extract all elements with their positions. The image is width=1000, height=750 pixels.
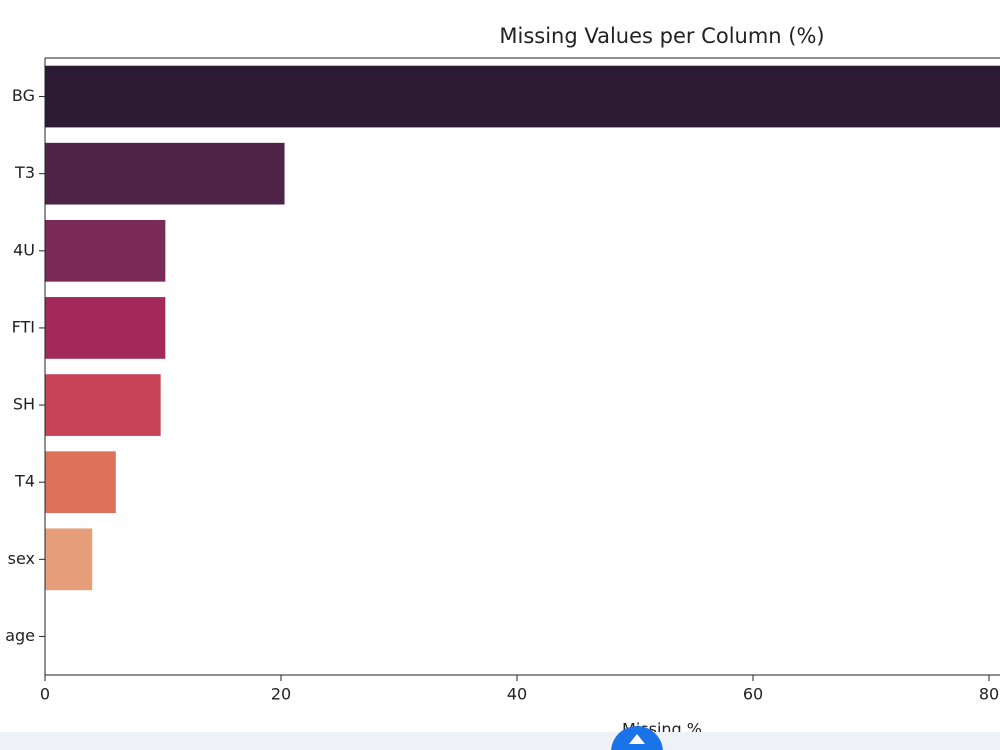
y-tick-label: T4 <box>14 472 35 491</box>
bar <box>45 451 116 514</box>
y-tick-label: 4U <box>13 240 35 259</box>
x-tick-label: 60 <box>743 685 763 704</box>
arrow-icon <box>629 734 645 744</box>
bar <box>45 374 161 436</box>
x-tick-label: 40 <box>507 685 527 704</box>
y-tick-label: sex <box>8 549 35 568</box>
y-tick-label: SH <box>13 395 35 414</box>
x-tick-label: 0 <box>40 685 50 704</box>
bar <box>45 65 1000 128</box>
bar <box>45 142 285 205</box>
x-tick-label: 20 <box>271 685 291 704</box>
bar <box>45 297 166 359</box>
bar <box>45 219 166 282</box>
y-tick-label: BG <box>12 86 35 105</box>
plot: BG T3 4U FTI SH T4 sex age 0 20 40 60 80 <box>5 57 1000 704</box>
y-tick-label: T3 <box>14 163 35 182</box>
y-tick-label: FTI <box>12 317 35 336</box>
bar <box>45 528 93 591</box>
chart-title: Missing Values per Column (%) <box>499 24 824 48</box>
y-tick-label: age <box>5 626 35 645</box>
x-tick-label: 80 <box>979 685 999 704</box>
browser-bar <box>0 732 1000 750</box>
